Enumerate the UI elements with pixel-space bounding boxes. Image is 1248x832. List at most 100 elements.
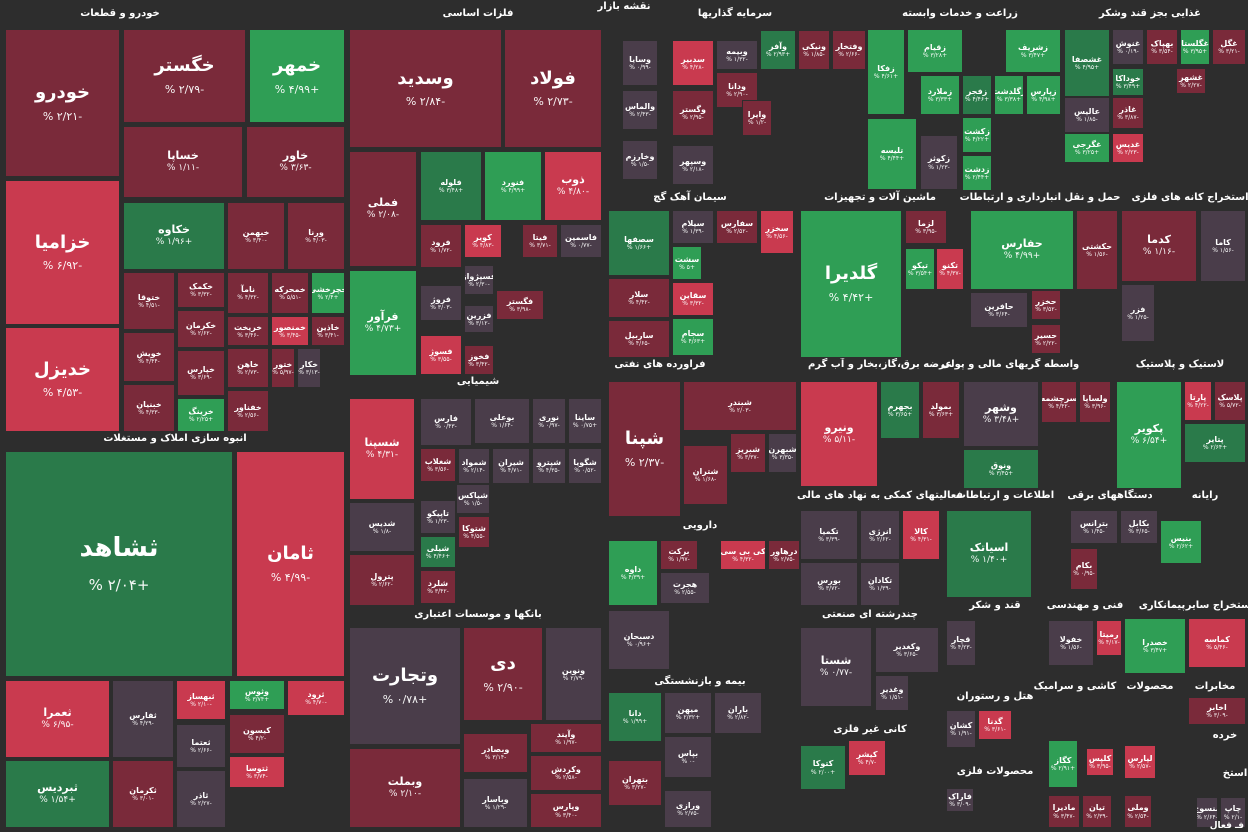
stock-tile[interactable]: خچرخشی+۲/۴ % — [311, 272, 345, 314]
stock-tile[interactable]: فسپژواز-۲/۳۰ % — [464, 265, 494, 295]
stock-tile[interactable]: زکوثر -۱/۲۳ % — [920, 135, 958, 190]
stock-tile[interactable]: والماس -۲/۴۳ % — [622, 90, 658, 130]
stock-tile[interactable]: داوه +۴/۳۹ % — [608, 540, 658, 606]
stock-tile[interactable]: حکشتی -۱/۵۶ % — [1076, 210, 1118, 290]
stock-tile[interactable]: خودرو -۲/۲۱ % — [5, 29, 120, 177]
stock-tile[interactable]: سلار -۴/۴۲ % — [608, 278, 670, 318]
stock-tile[interactable]: ثرود -۴/۷۰ % — [287, 680, 345, 716]
stock-tile[interactable]: ونیرو -۵/۱۱ % — [800, 381, 878, 487]
stock-tile[interactable]: هجرت -۲/۵۵ % — [660, 572, 710, 604]
stock-tile[interactable]: ثبردیس +۱/۵۴ % — [5, 760, 110, 828]
stock-tile[interactable]: بورس -۳/۷۲ % — [800, 562, 858, 606]
stock-tile[interactable]: غگلستا +۳/۹۵ % — [1180, 29, 1210, 65]
stock-tile[interactable]: پتایر +۲/۶۴ % — [1184, 423, 1246, 463]
stock-tile[interactable]: برکت -۱/۹۷ % — [660, 540, 698, 570]
stock-tile[interactable]: فارس -۰/۴۳ % — [420, 398, 472, 446]
stock-tile[interactable]: خساپا -۱/۱۱ % — [123, 126, 243, 198]
stock-tile[interactable]: ولساپا -۳/۹۶ % — [1079, 381, 1111, 423]
stock-tile[interactable]: رمیتا -۴/۱۷ % — [1096, 620, 1122, 656]
stock-tile[interactable]: پکویر +۶/۵۴ % — [1116, 381, 1182, 489]
stock-tile[interactable]: خکمک -۳/۳۲ % — [177, 272, 225, 308]
stock-tile[interactable]: وگستر -۲/۹۵ % — [672, 90, 714, 136]
stock-tile[interactable]: ونوق +۳/۴۵ % — [963, 449, 1039, 489]
stock-tile[interactable]: فاراک -۳/۰۹ % — [946, 788, 974, 812]
stock-tile[interactable]: شبریز -۳/۳۷ % — [730, 433, 766, 473]
stock-tile[interactable]: شیران -۴/۷۱ % — [492, 448, 530, 484]
stock-tile[interactable]: وبصادر -۳/۱۴ % — [463, 733, 528, 773]
stock-tile[interactable]: شبندر -۲/۰۳ % — [683, 381, 797, 431]
stock-tile[interactable]: شیلی +۴/۴۶ % — [420, 536, 456, 568]
stock-tile[interactable]: درهاور -۲/۷۵ % — [768, 540, 800, 570]
stock-tile[interactable]: کگاز +۲/۹۱ % — [1048, 740, 1078, 788]
stock-tile[interactable]: ثتوسا -۳/۷۴ % — [229, 756, 285, 788]
stock-tile[interactable]: خدیزل -۴/۵۳ % — [5, 327, 120, 432]
stock-tile[interactable]: وسدید -۲/۸۴ % — [349, 29, 502, 148]
stock-tile[interactable]: تیان -۲/۳۹ % — [1082, 795, 1112, 828]
stock-tile[interactable]: سدبیر -۴/۲۸ % — [672, 40, 714, 86]
stock-tile[interactable]: چاپ -۲/۱ % — [1220, 797, 1246, 828]
stock-tile[interactable]: خکرمان -۲/۶۲ % — [177, 310, 225, 348]
stock-tile[interactable]: غاذر -۳/۸۷ % — [1112, 97, 1144, 129]
stock-tile[interactable]: کی بی سی -۴/۳۲ % — [720, 540, 766, 570]
stock-tile[interactable]: ختوقا -۴/۵۱ % — [123, 272, 175, 330]
stock-tile[interactable]: ذوب -۴/۸۰ % — [544, 151, 602, 221]
stock-tile[interactable]: ثامان -۴/۹۹ % — [236, 451, 345, 677]
stock-tile[interactable]: کلپس -۳/۹۵ % — [1086, 748, 1114, 776]
stock-tile[interactable]: لزما -۳/۹۵ % — [905, 210, 947, 244]
stock-tile[interactable]: منسوج-۲/۶۴ % — [1196, 797, 1218, 828]
stock-tile[interactable]: بوعلی -۱/۶۴ % — [474, 398, 530, 444]
stock-tile[interactable]: خبنیان -۴/۳۳ % — [123, 384, 175, 432]
stock-tile[interactable]: زپارس +۴/۹۸ % — [1026, 75, 1061, 115]
stock-tile[interactable]: زفکا +۴/۶۱ % — [867, 29, 905, 115]
stock-tile[interactable]: ثعمرا -۶/۹۵ % — [5, 680, 110, 758]
stock-tile[interactable]: حفارس +۴/۹۹ % — [970, 210, 1074, 290]
stock-tile[interactable]: وبیمه -۱/۳۲ % — [716, 40, 758, 70]
stock-tile[interactable]: خفناور -۲/۵۶ % — [227, 390, 269, 432]
stock-tile[interactable]: خریخت -۳/۴۶ % — [227, 316, 269, 346]
stock-tile[interactable]: ثکرمان -۳/۰۱ % — [112, 760, 174, 828]
stock-tile[interactable]: خصدرا +۳/۴۷ % — [1124, 618, 1186, 674]
stock-tile[interactable]: وپارس -۳/۴۰ % — [530, 793, 602, 828]
stock-tile[interactable]: دانا +۱/۹۹ % — [608, 692, 662, 742]
stock-tile[interactable]: تکنو -۴/۳۷ % — [936, 248, 964, 290]
stock-tile[interactable]: شبهرن -۳/۳۵ % — [768, 433, 797, 473]
stock-tile[interactable]: شلرد -۳/۴۲ % — [420, 570, 456, 604]
stock-tile[interactable]: کیشر -۴/۷ % — [848, 740, 886, 776]
stock-tile[interactable]: مادیرا -۳/۴۷ % — [1048, 795, 1080, 828]
stock-tile[interactable]: فولاد -۲/۷۳ % — [504, 29, 602, 148]
stock-tile[interactable]: خگستر -۲/۷۹ % — [123, 29, 246, 123]
stock-tile[interactable]: کالا -۴/۳۱ % — [902, 510, 940, 560]
stock-tile[interactable]: وایرا -۱/۲ % — [742, 100, 772, 136]
stock-tile[interactable]: فاسمین -۰/۷۷ % — [560, 224, 602, 258]
stock-tile[interactable]: گلدیرا +۴/۴۲ % — [800, 210, 902, 358]
stock-tile[interactable]: سجام +۴/۶۳ % — [672, 318, 714, 356]
stock-tile[interactable]: ثبهساز -۲/۱۰ % — [176, 680, 226, 720]
stock-tile[interactable]: خکاوه +۱/۹۶ % — [123, 202, 225, 270]
stock-tile[interactable]: شپنا -۲/۳۷ % — [608, 381, 681, 517]
stock-tile[interactable]: کشان -۱/۹۱ % — [946, 710, 976, 748]
stock-tile[interactable]: کماسه -۵/۴۶ % — [1188, 618, 1246, 668]
stock-tile[interactable]: زدشت +۲/۴۴ % — [962, 155, 992, 191]
stock-tile[interactable]: خاور -۳/۶۳ % — [246, 126, 345, 198]
stock-tile[interactable]: ورنا -۴/۰۳ % — [287, 202, 345, 270]
stock-tile[interactable]: ونوین -۲/۷۹ % — [545, 627, 602, 721]
stock-tile[interactable]: تپکو +۳/۵۴ % — [905, 248, 935, 290]
stock-tile[interactable]: وتجارت +۰/۷۸ % — [349, 627, 461, 745]
stock-tile[interactable]: نوری -۰/۹۷ % — [532, 398, 566, 444]
stock-tile[interactable]: اخابر -۳/۰۹ % — [1188, 697, 1246, 725]
stock-tile[interactable]: سشت +۵ % — [672, 246, 702, 280]
stock-tile[interactable]: فرآور +۴/۷۳ % — [349, 270, 417, 376]
stock-tile[interactable]: فزر -۱/۲۵ % — [1121, 284, 1155, 342]
stock-tile[interactable]: بکام -۰/۹۵ % — [1070, 548, 1098, 590]
stock-tile[interactable]: ثفارس -۴/۲۹ % — [112, 680, 174, 758]
stock-tile[interactable]: کتوکا +۲/۰۰ % — [800, 745, 846, 790]
stock-tile[interactable]: بکابل -۳/۶۵ % — [1120, 510, 1158, 544]
stock-tile[interactable]: غنوش -۰/۱۹ % — [1112, 29, 1144, 65]
stock-tile[interactable]: بپاس -۰ % — [664, 736, 712, 778]
stock-tile[interactable]: بمولد +۳/۶۳ % — [922, 381, 960, 439]
stock-tile[interactable]: کدما -۱/۱۶ % — [1121, 210, 1197, 282]
stock-tile[interactable]: کاما -۱/۵۶ % — [1200, 210, 1246, 282]
stock-tile[interactable]: شسپنا -۴/۳۱ % — [349, 398, 415, 500]
stock-tile[interactable]: خمحرکه -۵/۵۱ % — [271, 272, 309, 314]
stock-tile[interactable]: سرچشمه -۴/۴۲ % — [1041, 381, 1077, 423]
